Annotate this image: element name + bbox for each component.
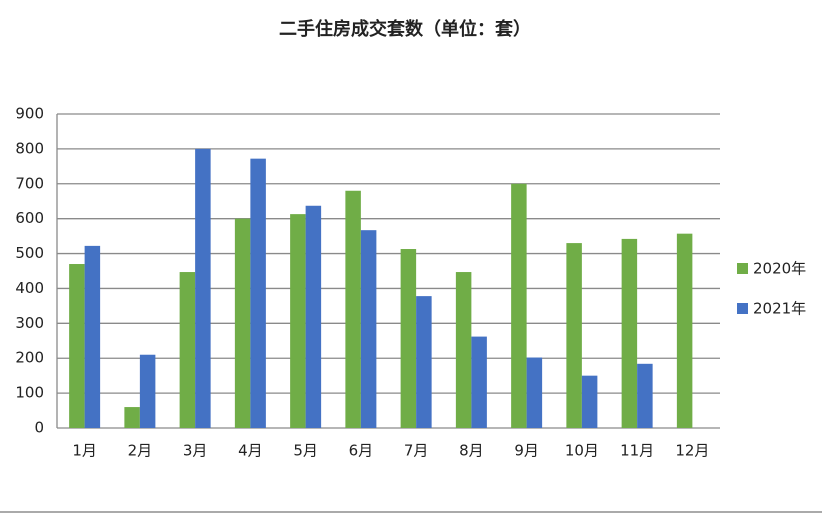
bar	[471, 336, 487, 428]
legend-swatch	[737, 303, 748, 314]
bar	[250, 158, 266, 428]
y-tick-label: 200	[15, 349, 44, 367]
legend-label: 2020年	[753, 260, 806, 278]
x-tick-label: 4月	[238, 442, 263, 460]
y-tick-label: 300	[15, 314, 44, 332]
y-tick-label: 900	[15, 105, 44, 123]
x-tick-label: 10月	[565, 442, 599, 460]
y-tick-label: 800	[15, 139, 44, 157]
bar	[195, 148, 211, 428]
x-tick-label: 7月	[404, 442, 429, 460]
bar	[179, 272, 196, 428]
chart-title: 二手住房成交套数（单位：套）	[279, 18, 531, 40]
x-tick-label: 9月	[514, 442, 539, 460]
y-tick-label: 700	[15, 174, 44, 192]
x-tick-label: 5月	[293, 442, 318, 460]
x-tick-label: 12月	[675, 442, 709, 460]
bar	[360, 230, 377, 428]
y-tick-label: 100	[15, 384, 44, 402]
bar	[455, 272, 472, 428]
x-tick-label: 6月	[349, 442, 374, 460]
bar	[621, 238, 638, 428]
bar	[676, 233, 693, 428]
bar	[234, 218, 251, 428]
x-tick-label: 3月	[183, 442, 208, 460]
y-tick-label: 600	[15, 209, 44, 227]
bar	[124, 407, 140, 428]
bar	[290, 214, 306, 428]
bar	[416, 296, 432, 428]
bar	[345, 190, 361, 428]
bar	[566, 243, 582, 428]
bar	[69, 264, 85, 428]
x-tick-label: 1月	[72, 442, 97, 460]
bar	[581, 375, 598, 428]
bar	[637, 363, 653, 428]
legend-swatch	[737, 263, 748, 274]
y-tick-label: 400	[15, 279, 44, 297]
bar	[139, 354, 156, 428]
bar	[84, 245, 101, 428]
y-tick-label: 0	[34, 419, 44, 437]
x-tick-label: 11月	[620, 442, 654, 460]
bar	[511, 183, 527, 428]
bar	[526, 357, 543, 428]
x-tick-label: 2月	[128, 442, 153, 460]
bar	[400, 249, 417, 428]
x-tick-label: 8月	[459, 442, 484, 460]
y-tick-label: 500	[15, 244, 44, 262]
bar	[305, 205, 322, 428]
legend-label: 2021年	[753, 300, 806, 318]
